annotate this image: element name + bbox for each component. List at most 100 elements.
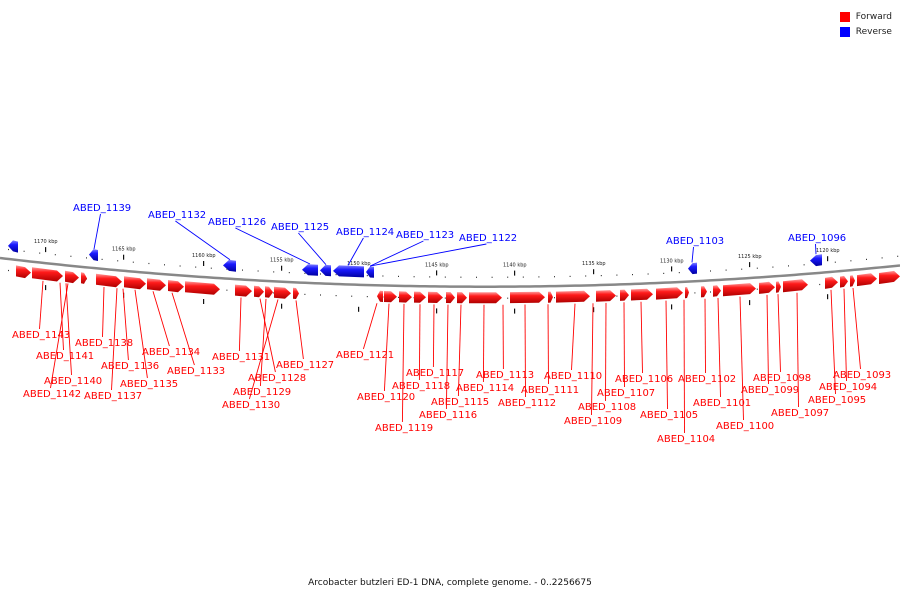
reverse-gene-8-shape [810, 254, 822, 267]
reverse-gene-3-shape [302, 264, 318, 276]
reverse-gene-8 [810, 254, 822, 267]
label-ABED_1102: ABED_1102 [678, 374, 736, 385]
label-ABED_1141: ABED_1141 [36, 351, 94, 362]
label-ABED_1103-leader [691, 246, 694, 263]
reverse-gene-5-shape [333, 265, 364, 278]
forward-gene-27 [631, 288, 653, 301]
label-ABED_1093-leader [852, 287, 861, 370]
forward-gene-12 [274, 286, 291, 299]
minor-tick [304, 272, 306, 274]
reverse-gene-4 [320, 264, 331, 277]
label-ABED_1131-leader [238, 297, 242, 352]
forward-gene-35-shape [783, 279, 808, 293]
label-ABED_1139: ABED_1139 [73, 203, 131, 214]
forward-gene-11 [265, 286, 273, 298]
minor-tick [288, 272, 290, 274]
forward-gene-4-shape [96, 273, 122, 288]
label-ABED_1125-leader [298, 232, 327, 265]
label-ABED_1126: ABED_1126 [208, 217, 266, 228]
minor-tick [585, 275, 587, 277]
scale-label: 1130 kbp [660, 258, 684, 264]
minor-tick [382, 275, 384, 277]
label-ABED_1113: ABED_1113 [476, 370, 534, 381]
scale-label: 1145 kbp [425, 262, 449, 268]
label-ABED_1115-leader [457, 304, 462, 397]
forward-gene-24 [556, 290, 590, 303]
forward-gene-28-shape [656, 287, 683, 300]
label-ABED_1136: ABED_1136 [101, 361, 159, 372]
minor-tick [366, 296, 368, 298]
forward-gene-38-shape [850, 275, 855, 287]
label-ABED_1099: ABED_1099 [741, 385, 799, 396]
legend-reverse-label: Reverse [855, 26, 892, 37]
minor-tick [569, 275, 571, 277]
forward-gene-18 [428, 291, 443, 303]
minor-tick [164, 264, 165, 266]
forward-gene-20 [457, 292, 467, 304]
label-ABED_1096: ABED_1096 [788, 233, 846, 244]
forward-gene-19-shape [446, 292, 455, 304]
minor-tick [741, 268, 743, 270]
minor-tick [86, 257, 87, 259]
minor-tick [756, 267, 758, 269]
minor-tick [179, 265, 181, 267]
forward-gene-36 [825, 276, 838, 289]
label-ABED_1138: ABED_1138 [75, 338, 133, 349]
forward-gene-24-shape [556, 290, 590, 303]
label-ABED_1095: ABED_1095 [808, 395, 866, 406]
label-ABED_1094: ABED_1094 [819, 382, 877, 393]
label-ABED_1106-leader [640, 301, 643, 374]
minor-tick [725, 269, 727, 271]
forward-swatch [839, 11, 850, 22]
label-ABED_1128: ABED_1128 [248, 373, 306, 384]
label-ABED_1111-leader [547, 304, 549, 385]
forward-gene-25 [596, 290, 616, 302]
minor-tick [210, 267, 212, 269]
reverse-swatch [839, 26, 850, 37]
minor-tick [39, 252, 41, 254]
label-ABED_1100: ABED_1100 [716, 421, 774, 432]
forward-gene-3-shape [81, 272, 87, 284]
minor-tick [881, 257, 883, 259]
label-ABED_1134: ABED_1134 [142, 347, 200, 358]
major-tick [593, 269, 595, 275]
label-ABED_1099-leader [766, 294, 769, 385]
label-ABED_1140-leader [65, 283, 72, 376]
minor-tick [647, 273, 649, 275]
minor-tick [242, 269, 243, 271]
forward-gene-19 [446, 292, 455, 304]
label-ABED_1132-leader [175, 220, 231, 261]
label-ABED_1097-leader [796, 292, 799, 408]
label-ABED_1102-leader [704, 298, 706, 374]
minor-tick [335, 295, 337, 297]
label-ABED_1138-leader [102, 286, 105, 338]
label-ABED_1139-leader [93, 213, 101, 250]
label-ABED_1129-leader [259, 298, 267, 387]
minor-tick [444, 276, 446, 278]
minor-tick [273, 271, 275, 273]
forward-gene-37 [840, 275, 848, 288]
forward-gene-0 [16, 265, 31, 279]
minor-tick [54, 254, 56, 256]
reverse-gene-7-shape [688, 262, 697, 275]
label-ABED_1120: ABED_1120 [357, 392, 415, 403]
minor-tick [756, 288, 758, 290]
label-ABED_1130-leader [248, 299, 279, 400]
forward-gene-23 [548, 291, 553, 303]
minor-tick [8, 269, 9, 272]
minor-tick [866, 258, 867, 260]
forward-gene-23-shape [548, 291, 553, 303]
label-ABED_1130: ABED_1130 [222, 400, 280, 411]
label-ABED_1108: ABED_1108 [578, 402, 636, 413]
minor-tick [195, 266, 197, 268]
label-ABED_1104: ABED_1104 [657, 434, 715, 445]
forward-gene-9 [235, 284, 252, 297]
label-ABED_1116-leader [445, 304, 449, 410]
forward-gene-34-shape [776, 281, 781, 293]
forward-gene-13-shape [293, 287, 299, 299]
minor-tick [819, 283, 821, 286]
scale-label: 1150 kbp [347, 261, 371, 267]
label-ABED_1115: ABED_1115 [431, 397, 489, 408]
scale-label: 1120 kbp [816, 248, 840, 254]
label-ABED_1110: ABED_1110 [544, 371, 602, 382]
